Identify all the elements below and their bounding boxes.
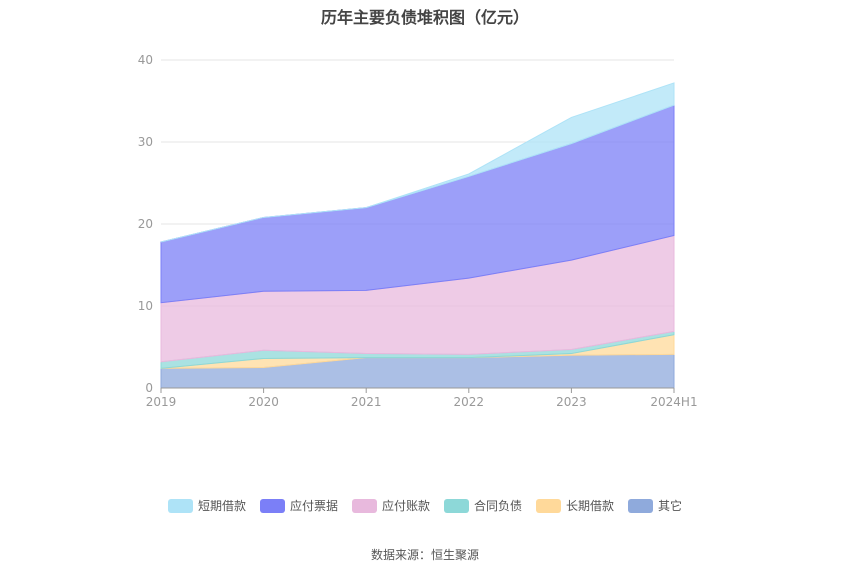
legend-swatch <box>259 498 285 513</box>
legend-item[interactable]: 短期借款 <box>167 497 246 514</box>
legend-label: 长期借款 <box>566 499 615 513</box>
y-tick-label: 10 <box>138 299 153 313</box>
x-tick-label: 2022 <box>454 395 485 409</box>
legend-label: 合同负债 <box>474 499 523 513</box>
chart-title: 历年主要负债堆积图（亿元） <box>320 8 529 27</box>
legend-item[interactable]: 应付账款 <box>351 497 430 514</box>
legend-item[interactable]: 长期借款 <box>536 497 614 514</box>
legend-swatch <box>167 498 193 513</box>
legend-swatch <box>628 498 654 513</box>
x-tick-label: 2023 <box>556 395 587 409</box>
y-tick-label: 30 <box>138 135 153 149</box>
legend-item[interactable]: 合同负债 <box>444 497 522 514</box>
legend-label: 其它 <box>658 499 683 513</box>
x-tick-label: 2019 <box>146 395 177 409</box>
legend-item[interactable]: 应付票据 <box>259 497 338 514</box>
legend-label: 短期借款 <box>197 499 246 513</box>
legend-swatch <box>351 498 377 513</box>
legend-swatch <box>536 498 562 513</box>
y-tick-label: 40 <box>138 53 153 67</box>
area-series-5[interactable] <box>160 82 675 243</box>
legend-swatch <box>444 498 469 513</box>
y-tick-label: 20 <box>138 217 153 231</box>
x-tick-label: 2020 <box>248 395 279 409</box>
chart-plot: 0 10 20 30 40 2019 2020 2021 2022 2023 2024H1 <box>138 53 698 409</box>
chart-legend: 短期借款 应付票据 应付账款 合同负债 长期借款 其它 <box>0 497 850 514</box>
legend-label: 应付账款 <box>381 499 430 513</box>
legend-label: 应付票据 <box>289 499 338 513</box>
y-tick-label: 0 <box>145 381 153 395</box>
legend-item[interactable]: 其它 <box>628 497 682 514</box>
chart-source: 数据来源：恒生聚源 <box>370 548 479 562</box>
x-tick-label: 2024H1 <box>650 395 697 409</box>
x-tick-label: 2021 <box>351 395 382 409</box>
